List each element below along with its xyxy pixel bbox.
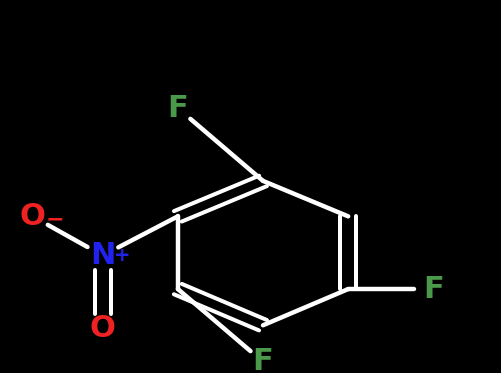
Text: F: F: [167, 94, 188, 123]
Text: +: +: [114, 246, 130, 265]
Text: O: O: [20, 202, 46, 231]
Text: F: F: [253, 347, 274, 373]
Text: O: O: [90, 314, 116, 343]
Text: N: N: [90, 241, 115, 270]
Text: −: −: [46, 210, 64, 230]
Text: F: F: [423, 275, 444, 304]
